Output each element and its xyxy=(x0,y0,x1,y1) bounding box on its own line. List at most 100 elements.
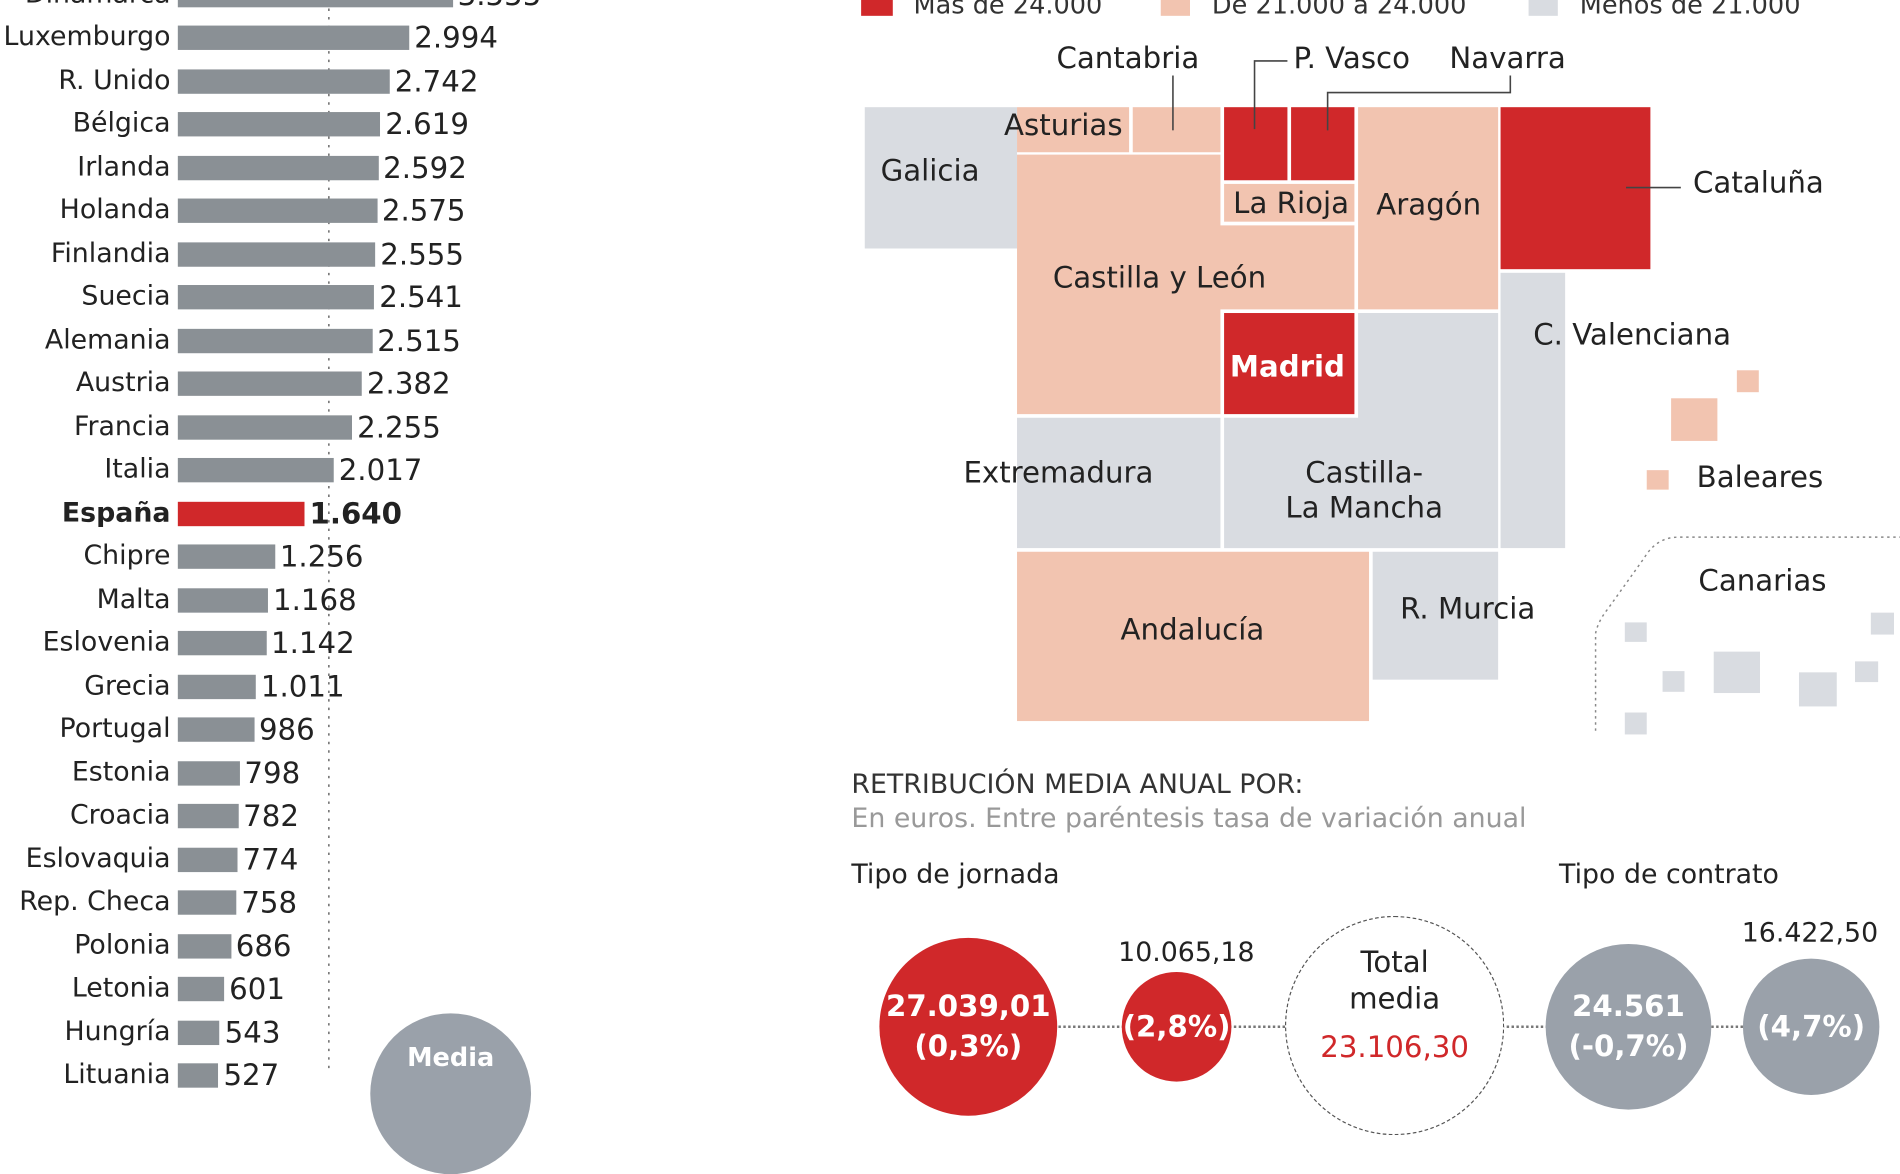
bubble-change: (4,7%) xyxy=(1757,1009,1866,1044)
region-castilla-la-mancha xyxy=(1224,313,1499,549)
bubble-contrato-temporal: (4,7%) xyxy=(1742,958,1880,1095)
label-andalucia: Andalucía xyxy=(1120,612,1265,647)
total-value: 23.106,30 xyxy=(1320,1030,1470,1065)
bar xyxy=(177,501,305,526)
canarias-island xyxy=(1855,661,1879,683)
bar xyxy=(177,198,377,223)
country-label: Croacia xyxy=(69,800,171,831)
legend-label-mid: De 21.000 a 24.000 xyxy=(1211,0,1467,20)
region-cantabria xyxy=(1132,107,1221,153)
region-murcia xyxy=(1372,551,1499,680)
label-cantabria: Cantabria xyxy=(1056,41,1200,76)
section-title: RETRIBUCIÓN MEDIA ANUAL POR: xyxy=(851,769,1304,801)
label-la-rioja: La Rioja xyxy=(1233,186,1350,221)
bar xyxy=(177,112,381,137)
country-label: Eslovaquia xyxy=(25,843,171,874)
country-label: Alemania xyxy=(44,324,171,356)
bubble-value: 27.039,01 xyxy=(885,989,1051,1024)
bar-value-label: 2.994 xyxy=(414,20,498,55)
region-galicia xyxy=(864,107,1018,249)
country-label: Eslovenia xyxy=(42,627,171,658)
bubble-jornada-parcial: (2,8%) xyxy=(1121,971,1232,1082)
bar-value-label: 2.255 xyxy=(357,409,441,444)
legend-swatch-low xyxy=(1528,0,1558,16)
country-label: Finlandia xyxy=(50,238,171,269)
bar xyxy=(177,414,353,440)
bar-value-label: 686 xyxy=(235,928,292,963)
bar-value-label: 2.592 xyxy=(383,150,467,185)
bar-value-label: 543 xyxy=(224,1015,281,1050)
bar-value-label: 601 xyxy=(229,971,285,1007)
label-murcia: R. Murcia xyxy=(1400,591,1536,627)
country-label: Grecia xyxy=(84,670,171,701)
region-castilla-y-leon xyxy=(1017,154,1355,415)
country-label: Austria xyxy=(75,367,171,399)
bar xyxy=(177,976,225,1002)
section-subtitle: En euros. Entre paréntesis tasa de varia… xyxy=(851,803,1527,835)
bar xyxy=(177,630,267,656)
canarias-island xyxy=(1624,712,1647,735)
bar xyxy=(177,847,238,872)
country-label: Bélgica xyxy=(72,108,171,139)
bar xyxy=(177,0,453,7)
bar-value-label: 1.256 xyxy=(279,539,364,574)
country-label: Suecia xyxy=(81,281,171,312)
region-asturias xyxy=(1017,107,1130,153)
bar-value-label: 986 xyxy=(258,712,315,747)
region-andalucia xyxy=(1017,551,1370,722)
baleares-island xyxy=(1671,398,1718,441)
group-label-jornada: Tipo de jornada xyxy=(851,859,1060,891)
bar-value-label: 782 xyxy=(243,799,299,834)
canarias-island xyxy=(1870,612,1894,635)
canarias-island xyxy=(1662,671,1685,692)
region-cataluna xyxy=(1500,107,1651,270)
region-madrid xyxy=(1224,313,1355,415)
country-label: R. Unido xyxy=(58,65,171,96)
country-label: Malta xyxy=(96,584,171,615)
bubble-value-outside: 16.422,50 xyxy=(1741,918,1879,949)
bubble-jornada-completa: 27.039,01 (0,3%) xyxy=(879,937,1058,1116)
country-label: Chipre xyxy=(83,540,171,572)
bar xyxy=(177,674,257,699)
country-label: Holanda xyxy=(59,194,171,226)
country-label: Luxemburgo xyxy=(3,21,171,53)
label-galicia: Galicia xyxy=(880,153,980,188)
bar xyxy=(177,285,375,310)
bar-value-label: 774 xyxy=(242,842,299,877)
country-label: Estonia xyxy=(71,756,171,788)
legend-label-low: Menos de 21.000 xyxy=(1579,0,1801,20)
leader-lines xyxy=(1172,60,1681,189)
country-label: Letonia xyxy=(71,973,171,1004)
bar-value-label: 2.742 xyxy=(394,63,479,99)
label-c-valenciana: C. Valenciana xyxy=(1533,317,1732,353)
label-castilla-la-mancha-1: Castilla- xyxy=(1305,455,1424,490)
bar xyxy=(177,241,376,267)
bar xyxy=(177,544,275,569)
total-label: Total xyxy=(1360,945,1429,980)
bar-value-label: 1.011 xyxy=(260,669,345,704)
media-label: media xyxy=(1349,981,1441,1016)
label-madrid: Madrid xyxy=(1229,349,1345,384)
bubble-contrato-indefinido: 24.561 (-0,7%) xyxy=(1545,943,1712,1110)
region-c-valenciana xyxy=(1500,272,1566,549)
bar-value-label: 2.619 xyxy=(385,107,469,142)
bar-value-label: 758 xyxy=(241,885,298,920)
country-label: Polonia xyxy=(74,929,171,961)
bar xyxy=(177,328,373,353)
bar xyxy=(177,717,255,742)
baleares-island xyxy=(1646,470,1669,490)
region-pais-vasco xyxy=(1224,107,1288,181)
label-baleares: Baleares xyxy=(1696,460,1824,495)
country-label: Francia xyxy=(74,411,171,442)
legend-label-high: Más de 24.000 xyxy=(913,0,1103,20)
bubble-change: (2,8%) xyxy=(1122,1009,1231,1044)
bar xyxy=(177,155,379,180)
label-aragon: Aragón xyxy=(1376,187,1482,222)
label-extremadura: Extremadura xyxy=(963,455,1154,490)
media-label: Media xyxy=(407,1042,495,1072)
label-asturias: Asturias xyxy=(1004,108,1123,143)
country-label: Portugal xyxy=(59,713,171,745)
bar xyxy=(177,457,334,483)
country-label: Hungría xyxy=(64,1016,171,1047)
